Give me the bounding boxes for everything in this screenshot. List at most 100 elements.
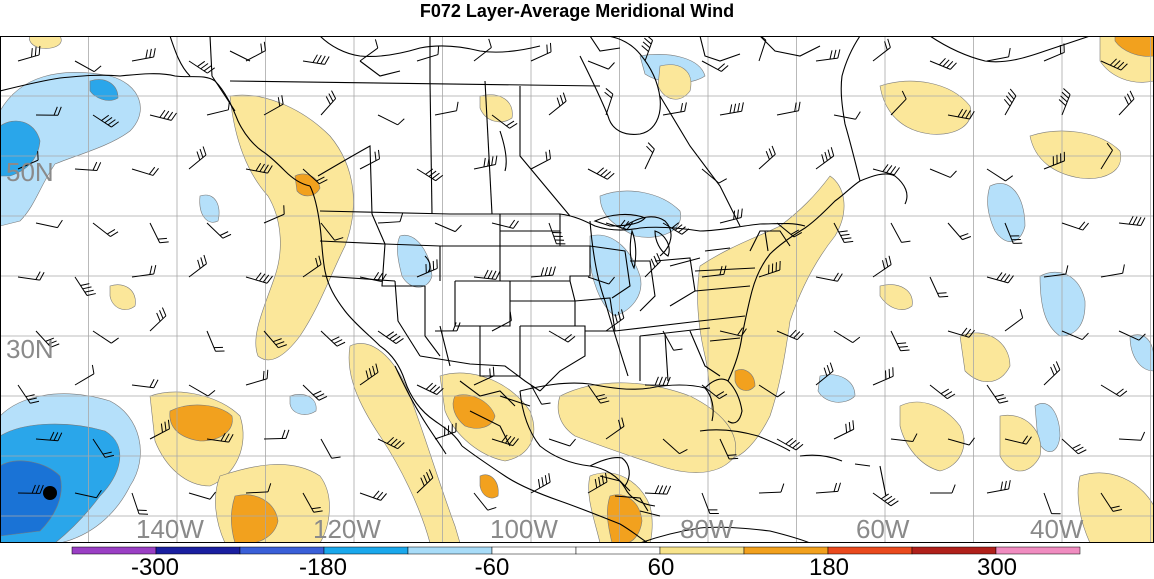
- border-idaho: [371, 213, 425, 287]
- map-panel: 50N 30N 140W 120W 100W 80W 60W 40W: [0, 36, 1154, 543]
- wind-barb: [587, 384, 610, 404]
- colorbar-swatch: [155, 546, 241, 555]
- coastline-labrador: [840, 36, 861, 182]
- wind-barb: [662, 330, 683, 351]
- wind-barb: [662, 438, 688, 455]
- border-michigan: [624, 216, 672, 257]
- storm-center-marker: [43, 486, 57, 500]
- wind-barb: [377, 436, 405, 450]
- wind-barb: [530, 149, 551, 170]
- wind-barb: [701, 168, 727, 184]
- wind-barb: [986, 384, 1009, 404]
- wind-barb: [1004, 435, 1032, 445]
- wind-barb: [872, 255, 892, 278]
- wind-barb: [245, 162, 273, 174]
- pos-fill-pacific-nw: [229, 94, 354, 361]
- coastline-puerto-rico: [854, 463, 871, 467]
- neg-fill-northwest: [89, 79, 119, 101]
- wind-barb: [644, 485, 672, 495]
- wind-barb: [872, 492, 899, 507]
- wind-barb: [1004, 222, 1023, 244]
- wind-barb: [604, 88, 614, 116]
- wind-barb: [188, 491, 216, 500]
- pos-fill-mexico-core: [452, 394, 496, 429]
- wind-barb: [758, 145, 776, 170]
- coastline-cuba: [699, 429, 791, 452]
- wind-barb: [986, 272, 1014, 284]
- wind-barb: [701, 384, 728, 400]
- wind-barb: [359, 490, 387, 501]
- lon-label-140w: 140W: [136, 514, 204, 543]
- wind-barb: [758, 260, 781, 278]
- wind-barb: [263, 205, 285, 224]
- coastline-florida: [704, 378, 743, 424]
- colorbar-swatch: [71, 546, 157, 555]
- pos-fill-north: [657, 64, 692, 100]
- wind-barb: [644, 376, 671, 386]
- wind-barb: [1061, 438, 1087, 455]
- wind-barb: [92, 114, 119, 128]
- wind-barb: [719, 208, 743, 224]
- wind-barb: [1100, 58, 1128, 71]
- wind-barb: [776, 437, 804, 451]
- pos-fill-atlantic-se: [899, 401, 965, 472]
- colorbar-swatch: [239, 546, 325, 555]
- wind-barb: [815, 482, 841, 494]
- wind-barb: [776, 222, 803, 238]
- neg-fill-gulf-alaska-core: [0, 120, 41, 177]
- wind-barb: [1100, 142, 1113, 170]
- wind-barb: [149, 307, 167, 332]
- lat-label-50n: 50N: [6, 157, 54, 187]
- wind-barb: [35, 330, 60, 348]
- neg-fill-atlantic-2: [987, 183, 1026, 242]
- wind-barb: [473, 38, 492, 62]
- lake-superior: [593, 213, 646, 227]
- coastline-baja: [394, 365, 447, 455]
- wind-barb: [35, 431, 63, 442]
- wind-barb: [890, 330, 910, 352]
- wind-barb: [17, 45, 41, 62]
- border-canada-us: [319, 210, 806, 232]
- wind-barb: [377, 114, 405, 126]
- wind-barb: [17, 271, 45, 281]
- wind-barb: [149, 222, 169, 244]
- wind-barb: [1100, 492, 1122, 512]
- colorbar-swatch: [995, 546, 1081, 555]
- wind-barb: [587, 60, 615, 70]
- wind-barb: [131, 166, 159, 176]
- wind-barb: [1118, 215, 1146, 227]
- wind-barb: [434, 101, 459, 116]
- wind-barb: [530, 384, 551, 405]
- wind-barb: [1004, 309, 1024, 332]
- colorbar-tick-label: -300: [131, 554, 179, 579]
- wind-barb: [947, 222, 972, 241]
- wind-barb: [263, 330, 287, 349]
- wind-barb: [320, 438, 341, 459]
- wind-barb: [263, 95, 284, 116]
- wind-barb: [929, 384, 956, 400]
- coastline-yucatan: [589, 457, 630, 487]
- wind-barb: [377, 330, 404, 344]
- wind-barb: [719, 438, 739, 460]
- wind-barb: [947, 437, 975, 446]
- wind-barb: [131, 265, 157, 278]
- wind-barb: [302, 54, 330, 65]
- wind-barb: [776, 101, 801, 116]
- wind-barb: [701, 265, 727, 278]
- wind-barb: [929, 484, 956, 494]
- border-carolinas: [699, 315, 746, 342]
- wind-barb: [587, 167, 615, 180]
- wind-barb: [587, 276, 615, 285]
- wind-barb: [206, 330, 225, 352]
- lon-label-60w: 60W: [856, 514, 910, 543]
- neg-fill-mid-pac: [199, 194, 220, 223]
- wind-barb: [662, 222, 690, 235]
- lon-label-80w: 80W: [680, 514, 734, 543]
- graticule-labels: 50N 30N 140W 120W 100W 80W 60W 40W: [6, 157, 1084, 543]
- wind-fill-layer: [0, 36, 1154, 543]
- wind-barb: [986, 47, 1011, 62]
- wind-barb: [890, 90, 907, 116]
- wind-barb: [188, 60, 215, 74]
- wind-barb: [149, 109, 177, 121]
- border-sask-manitoba: [484, 80, 493, 215]
